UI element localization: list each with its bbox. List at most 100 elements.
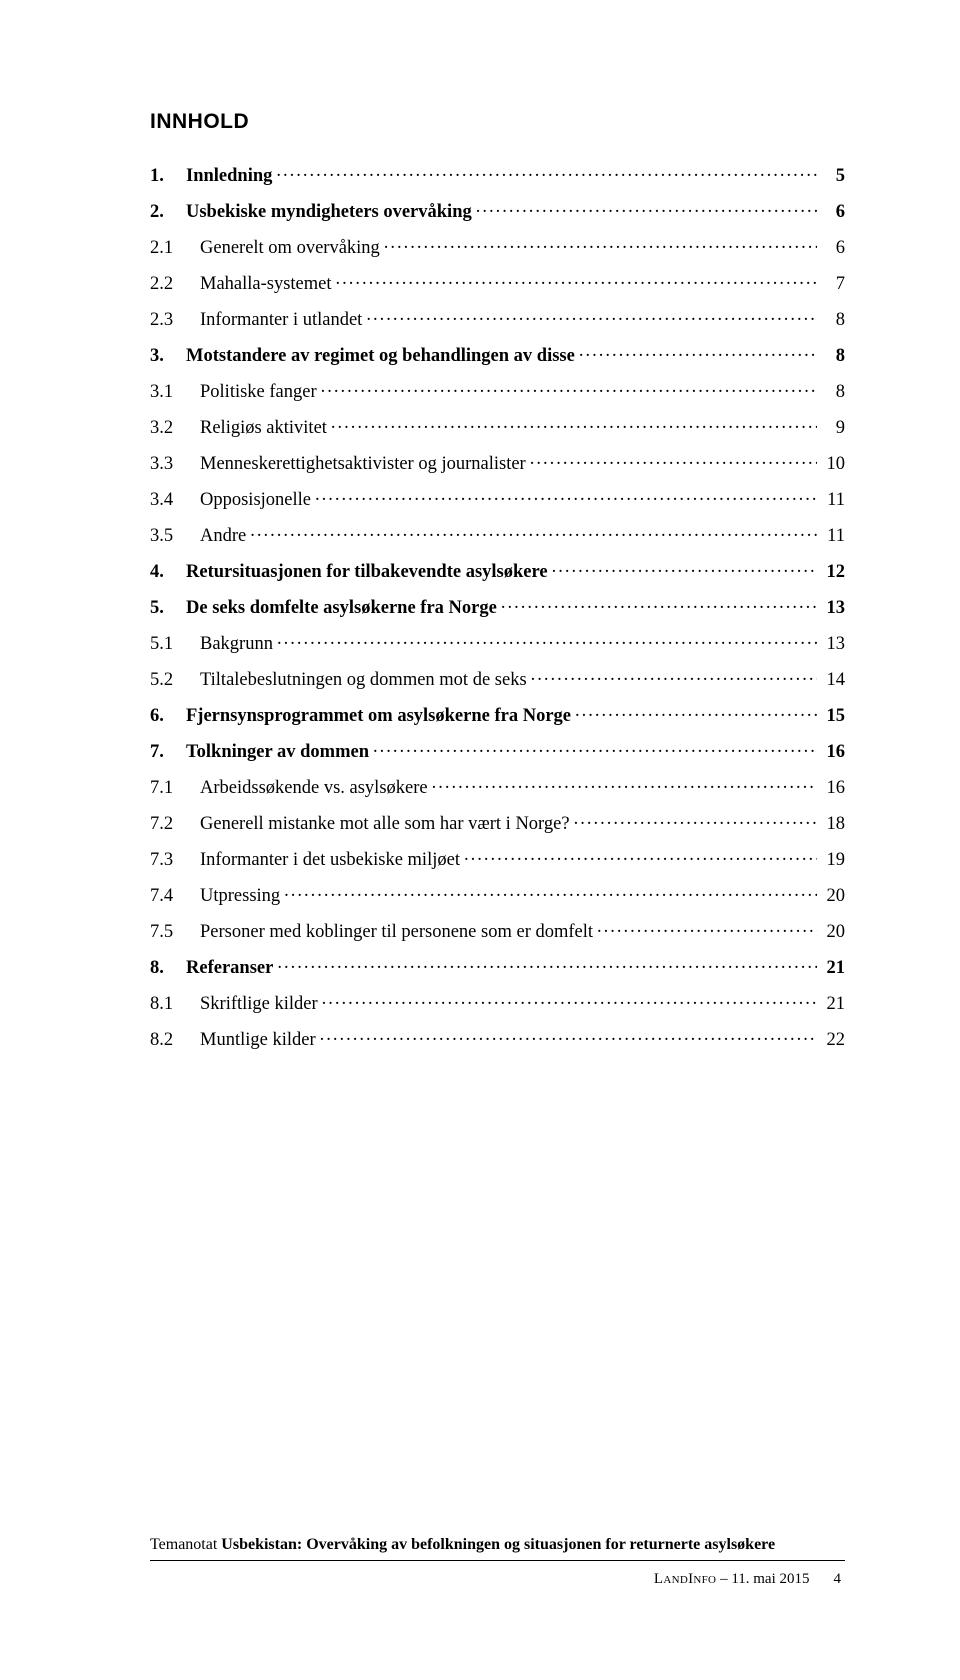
footer-source: LandInfo [654, 1571, 716, 1587]
toc-entry: 8.2Muntlige kilder 22 [150, 1026, 845, 1049]
toc-entry-number: 2.3 [150, 311, 200, 330]
toc-entry-page: 10 [821, 455, 845, 474]
toc-leader-dots [575, 702, 817, 721]
toc-entry-number: 3.5 [150, 527, 200, 546]
toc-entry-number: 8. [150, 959, 186, 978]
toc-entry-label: Menneskerettighetsaktivister og journali… [200, 455, 526, 474]
toc-entry-page: 9 [821, 419, 845, 438]
toc-entry-page: 21 [821, 959, 845, 978]
toc-entry-label: Religiøs aktivitet [200, 419, 327, 438]
toc-entry-page: 7 [821, 275, 845, 294]
toc-entry-page: 20 [821, 887, 845, 906]
toc-entry: 3.Motstandere av regimet og behandlingen… [150, 342, 845, 365]
toc-entry-page: 11 [821, 491, 845, 510]
toc-entry-number: 2.2 [150, 275, 200, 294]
toc-entry-number: 8.2 [150, 1031, 200, 1050]
toc-leader-dots [320, 1026, 817, 1045]
footer-prefix: Temanotat [150, 1536, 221, 1553]
toc-entry: 7.Tolkninger av dommen 16 [150, 738, 845, 761]
toc-entry-number: 3.2 [150, 419, 200, 438]
toc-entry: 3.2Religiøs aktivitet 9 [150, 414, 845, 437]
toc-leader-dots [501, 594, 817, 613]
toc-entry-label: Fjernsynsprogrammet om asylsøkerne fra N… [186, 707, 571, 726]
toc-entry-number: 7.5 [150, 923, 200, 942]
toc-entry-label: De seks domfelte asylsøkerne fra Norge [186, 599, 497, 618]
toc-entry-label: Muntlige kilder [200, 1031, 316, 1050]
toc-entry: 3.1Politiske fanger8 [150, 378, 845, 401]
toc-entry-page: 6 [821, 203, 845, 222]
toc-entry-number: 3.3 [150, 455, 200, 474]
toc-entry-label: Bakgrunn [200, 635, 273, 654]
toc-leader-dots [530, 450, 817, 469]
toc-entry: 8.Referanser 21 [150, 954, 845, 977]
toc-entry-number: 7.3 [150, 851, 200, 870]
toc-entry-label: Skriftlige kilder [200, 995, 318, 1014]
toc-entry: 5.De seks domfelte asylsøkerne fra Norge… [150, 594, 845, 617]
toc-leader-dots [277, 954, 817, 973]
toc-leader-dots [476, 198, 817, 217]
toc-entry-page: 20 [821, 923, 845, 942]
toc-leader-dots [579, 342, 817, 361]
toc-entry-label: Tiltalebeslutningen og dommen mot de sek… [200, 671, 527, 690]
toc-leader-dots [276, 162, 817, 181]
toc-entry-page: 8 [821, 383, 845, 402]
document-page: INNHOLD 1.Innledning5 2.Usbekiske myndigh… [0, 0, 960, 1049]
toc-entry: 2.2Mahalla-systemet7 [150, 270, 845, 293]
toc-entry: 7.4Utpressing 20 [150, 882, 845, 905]
toc-entry-label: Generell mistanke mot alle som har vært … [200, 815, 570, 834]
toc-entry-page: 13 [821, 599, 845, 618]
toc-entry-page: 22 [821, 1031, 845, 1050]
toc-entry: 7.1Arbeidssøkende vs. asylsøkere 16 [150, 774, 845, 797]
footer-bold-title: Usbekistan: Overvåking av befolkningen o… [221, 1536, 775, 1553]
toc-entry-number: 3. [150, 347, 186, 366]
toc-leader-dots [336, 270, 817, 289]
toc-entry-page: 21 [821, 995, 845, 1014]
toc-entry-page: 19 [821, 851, 845, 870]
toc-entry: 6.Fjernsynsprogrammet om asylsøkerne fra… [150, 702, 845, 725]
toc-entry-label: Arbeidssøkende vs. asylsøkere [200, 779, 428, 798]
toc-entry: 8.1Skriftlige kilder21 [150, 990, 845, 1013]
toc-entry-number: 5.1 [150, 635, 200, 654]
toc-entry: 3.3Menneskerettighetsaktivister og journ… [150, 450, 845, 473]
toc-entry: 3.5Andre11 [150, 522, 845, 545]
toc-leader-dots [366, 306, 817, 325]
toc-entry-label: Andre [200, 527, 246, 546]
toc-entry-number: 4. [150, 563, 186, 582]
toc-entry-page: 16 [821, 743, 845, 762]
footer-source-date: LandInfo – 11. mai 2015 [654, 1571, 810, 1588]
toc-entry: 7.5Personer med koblinger til personene … [150, 918, 845, 941]
toc-entry-number: 2.1 [150, 239, 200, 258]
toc-entry-number: 5. [150, 599, 186, 618]
toc-entry-page: 8 [821, 311, 845, 330]
toc-leader-dots [250, 522, 817, 541]
toc-leader-dots [432, 774, 817, 793]
footer-page-number: 4 [834, 1571, 842, 1588]
toc-entry-number: 7.4 [150, 887, 200, 906]
toc-leader-dots [384, 234, 817, 253]
toc-entry-label: Utpressing [200, 887, 280, 906]
table-of-contents: 1.Innledning5 2.Usbekiske myndigheters ov… [150, 162, 845, 1049]
toc-entry-page: 8 [821, 347, 845, 366]
toc-entry: 2.1Generelt om overvåking 6 [150, 234, 845, 257]
toc-entry-number: 3.1 [150, 383, 200, 402]
toc-entry-number: 2. [150, 203, 186, 222]
toc-entry-page: 6 [821, 239, 845, 258]
toc-entry: 2.Usbekiske myndigheters overvåking6 [150, 198, 845, 221]
toc-entry-label: Informanter i utlandet [200, 311, 362, 330]
toc-entry-label: Personer med koblinger til personene som… [200, 923, 593, 942]
toc-leader-dots [315, 486, 817, 505]
toc-entry-page: 14 [821, 671, 845, 690]
toc-entry-label: Tolkninger av dommen [186, 743, 369, 762]
toc-entry-label: Referanser [186, 959, 273, 978]
toc-heading: INNHOLD [150, 110, 845, 134]
toc-entry-label: Generelt om overvåking [200, 239, 380, 258]
toc-leader-dots [284, 882, 817, 901]
toc-entry-number: 7.2 [150, 815, 200, 834]
toc-entry-number: 7. [150, 743, 186, 762]
toc-entry: 1.Innledning5 [150, 162, 845, 185]
toc-entry-label: Opposisjonelle [200, 491, 311, 510]
toc-entry-number: 7.1 [150, 779, 200, 798]
toc-leader-dots [597, 918, 817, 937]
toc-entry-page: 15 [821, 707, 845, 726]
toc-entry-page: 16 [821, 779, 845, 798]
